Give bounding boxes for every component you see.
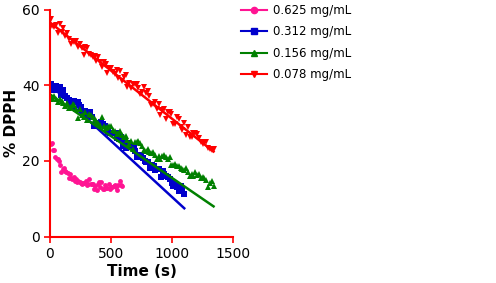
Legend: 0.625 mg/mL, 0.312 mg/mL, 0.156 mg/mL, 0.078 mg/mL: 0.625 mg/mL, 0.312 mg/mL, 0.156 mg/mL, 0…	[241, 4, 351, 81]
Y-axis label: % DPPH: % DPPH	[4, 89, 19, 157]
X-axis label: Time (s): Time (s)	[107, 264, 177, 279]
